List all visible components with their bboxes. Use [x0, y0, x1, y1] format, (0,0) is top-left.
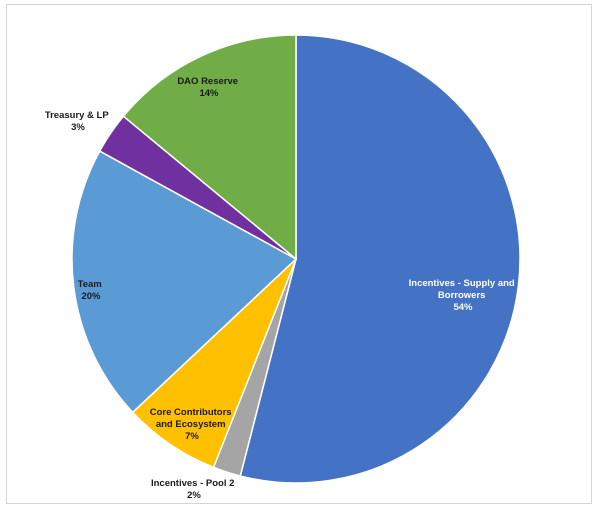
label-core-contributors: Core Contributors and Ecosystem 7% — [150, 407, 234, 442]
label-dao-reserve: DAO Reserve 14% — [177, 76, 240, 99]
label-team: Team 20% — [78, 279, 105, 302]
pie-slice-dao-reserve — [122, 34, 297, 261]
label-incentives-supply: Incentives - Supply and Borrowers 54% — [409, 278, 518, 313]
pie-slices — [71, 34, 521, 484]
pie-slice-team — [71, 150, 298, 414]
label-treasury-lp: Treasury & LP 3% — [45, 110, 111, 133]
pie-labels: Incentives - Supply and Borrowers 54% In… — [45, 76, 518, 501]
label-incentives-pool2: Incentives - Pool 2 2% — [151, 478, 237, 501]
pie-slice-incentives-supply-and-borrowers — [239, 34, 521, 484]
